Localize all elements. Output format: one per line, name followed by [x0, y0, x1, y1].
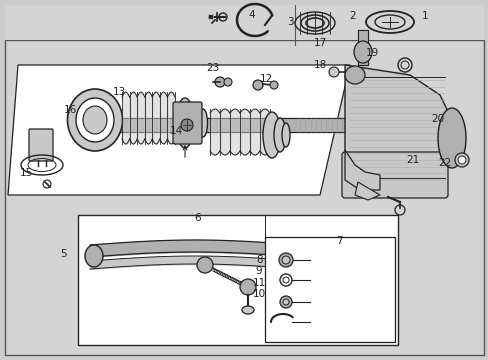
Circle shape	[224, 78, 231, 86]
Circle shape	[269, 81, 278, 89]
Ellipse shape	[83, 106, 107, 134]
Text: 18: 18	[313, 60, 326, 70]
Text: 15: 15	[20, 168, 34, 178]
Ellipse shape	[263, 112, 281, 158]
Circle shape	[280, 296, 291, 308]
Bar	[264, 237, 394, 342]
Bar	[5, 5, 483, 40]
Ellipse shape	[67, 89, 122, 151]
FancyBboxPatch shape	[341, 152, 447, 198]
Circle shape	[279, 253, 292, 267]
Text: 16: 16	[64, 105, 78, 115]
Text: 8: 8	[255, 255, 262, 265]
Text: 2: 2	[348, 11, 355, 21]
Text: 1: 1	[421, 11, 428, 21]
Text: 12: 12	[259, 74, 273, 84]
Ellipse shape	[85, 245, 103, 267]
Circle shape	[215, 77, 224, 87]
Ellipse shape	[437, 108, 465, 168]
Polygon shape	[354, 182, 379, 200]
Text: 5: 5	[60, 249, 67, 259]
Circle shape	[457, 156, 465, 164]
Ellipse shape	[76, 98, 114, 142]
Bar	[5, 40, 483, 355]
Text: 10: 10	[252, 289, 265, 300]
Ellipse shape	[345, 66, 364, 84]
Ellipse shape	[353, 41, 371, 63]
Circle shape	[328, 67, 338, 77]
Polygon shape	[345, 150, 379, 190]
Ellipse shape	[198, 109, 207, 137]
Text: 14: 14	[169, 126, 183, 136]
Polygon shape	[345, 65, 451, 192]
FancyBboxPatch shape	[173, 102, 202, 144]
Text: 22: 22	[437, 158, 451, 168]
Ellipse shape	[273, 118, 285, 152]
Circle shape	[197, 257, 213, 273]
Circle shape	[283, 299, 288, 305]
Text: 23: 23	[205, 63, 219, 73]
Ellipse shape	[189, 104, 201, 142]
Bar	[78, 215, 397, 345]
Text: 7: 7	[336, 236, 343, 246]
Text: 9: 9	[255, 266, 262, 276]
Circle shape	[181, 119, 193, 131]
Text: 20: 20	[430, 114, 443, 124]
Text: 3: 3	[287, 17, 294, 27]
Text: 13: 13	[113, 87, 126, 97]
Ellipse shape	[176, 98, 194, 148]
Text: 6: 6	[194, 213, 201, 223]
Circle shape	[240, 279, 256, 295]
Ellipse shape	[282, 123, 289, 147]
Text: 17: 17	[313, 38, 326, 48]
Text: 21: 21	[406, 155, 419, 165]
FancyBboxPatch shape	[29, 129, 53, 161]
Text: 11: 11	[252, 278, 265, 288]
Text: 4: 4	[248, 10, 255, 20]
Circle shape	[252, 80, 263, 90]
Circle shape	[454, 153, 468, 167]
Ellipse shape	[242, 306, 253, 314]
Polygon shape	[8, 65, 349, 195]
Circle shape	[282, 256, 289, 264]
Text: 19: 19	[365, 48, 379, 58]
